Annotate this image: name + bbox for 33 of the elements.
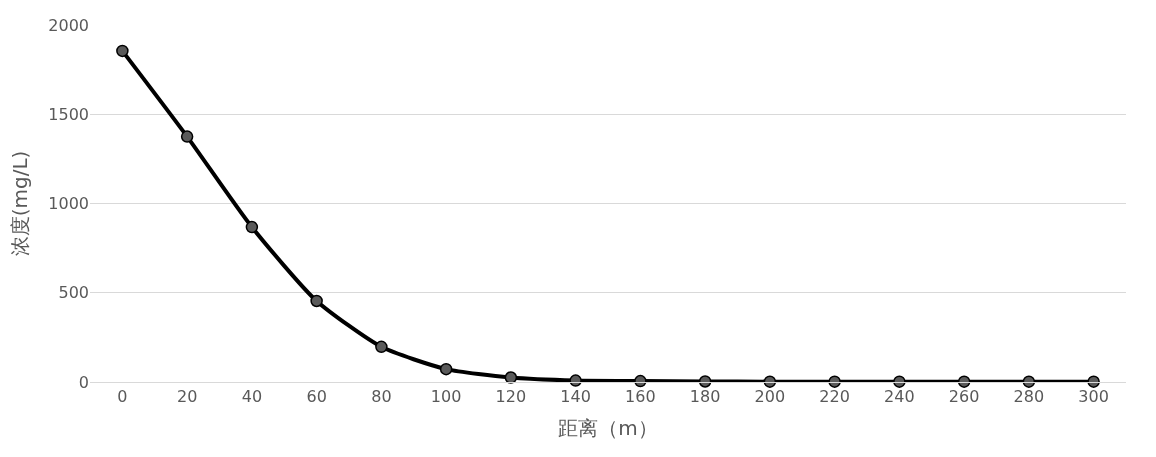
x-tick-label: 140 — [560, 387, 591, 407]
y-tick-label: 1500 — [48, 104, 89, 124]
point — [310, 294, 323, 308]
x-tick-label: 40 — [241, 387, 263, 407]
x-tick-label: 100 — [430, 387, 462, 407]
y-tick-label: 500 — [58, 283, 89, 303]
x-tick-label: 160 — [625, 387, 656, 407]
y-tick-label: 1000 — [48, 194, 89, 214]
x-tick-label: 280 — [1013, 387, 1045, 407]
x-tick-label: 240 — [884, 387, 915, 407]
x-tick-label: 20 — [176, 387, 198, 407]
x-tick-label: 80 — [371, 387, 392, 407]
y-tick-label: 0 — [78, 372, 89, 392]
point — [504, 371, 518, 384]
x-tick-label: 180 — [689, 387, 721, 407]
x-tick-label: 200 — [754, 387, 786, 407]
y-tick-label: 2000 — [48, 15, 89, 35]
point — [439, 362, 453, 376]
point — [1022, 375, 1036, 388]
x-tick-label: 300 — [1078, 387, 1109, 407]
point — [245, 220, 259, 234]
y-axis-title: 浓度(mg/L) — [7, 150, 32, 257]
x-tick-label: 0 — [117, 387, 128, 407]
point — [698, 375, 712, 388]
x-axis-title: 距离（m） — [558, 415, 658, 440]
x-tick-label: 120 — [495, 387, 527, 407]
point — [116, 44, 129, 58]
point — [180, 130, 194, 143]
point — [375, 340, 388, 354]
x-tick-label: 220 — [819, 387, 850, 407]
x-tick-label: 260 — [948, 387, 980, 407]
x-tick-label: 60 — [306, 387, 327, 407]
point — [763, 375, 777, 388]
